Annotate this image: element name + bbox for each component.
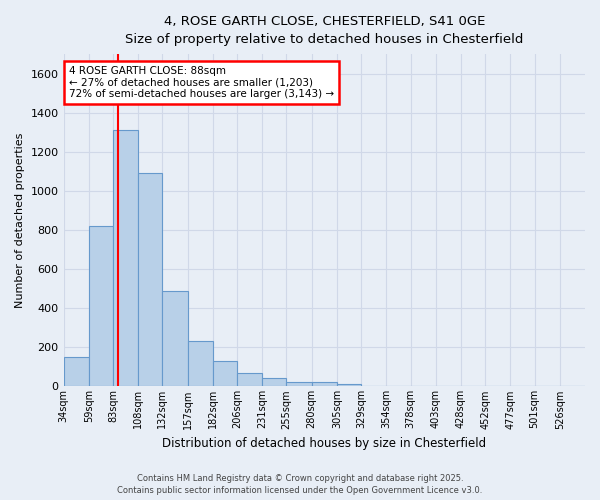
Bar — [89, 226, 113, 386]
Bar — [286, 382, 311, 386]
Bar — [188, 342, 213, 386]
Bar — [113, 130, 138, 386]
Bar — [138, 174, 163, 386]
X-axis label: Distribution of detached houses by size in Chesterfield: Distribution of detached houses by size … — [162, 437, 487, 450]
Bar — [262, 378, 286, 386]
Title: 4, ROSE GARTH CLOSE, CHESTERFIELD, S41 0GE
Size of property relative to detached: 4, ROSE GARTH CLOSE, CHESTERFIELD, S41 0… — [125, 15, 523, 46]
Bar — [64, 357, 89, 386]
Bar — [337, 384, 361, 386]
Bar — [311, 382, 337, 386]
Bar — [213, 361, 237, 386]
Text: Contains HM Land Registry data © Crown copyright and database right 2025.
Contai: Contains HM Land Registry data © Crown c… — [118, 474, 482, 495]
Y-axis label: Number of detached properties: Number of detached properties — [15, 132, 25, 308]
Text: 4 ROSE GARTH CLOSE: 88sqm
← 27% of detached houses are smaller (1,203)
72% of se: 4 ROSE GARTH CLOSE: 88sqm ← 27% of detac… — [69, 66, 334, 99]
Bar — [163, 290, 188, 386]
Bar — [237, 372, 262, 386]
